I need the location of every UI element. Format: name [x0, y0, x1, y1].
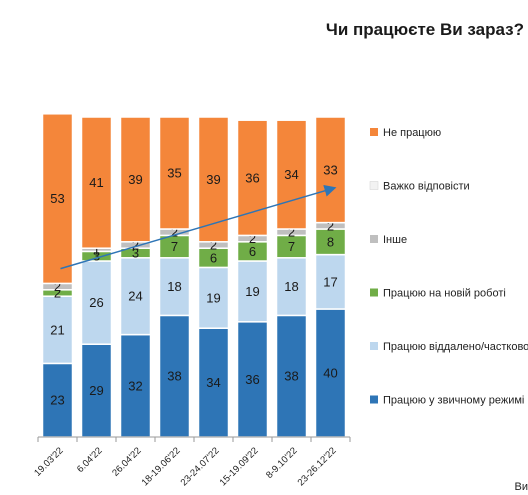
x-tick-label: 8-9.10'22 [264, 445, 300, 481]
data-label: 18 [284, 279, 298, 294]
legend-label: Інше [383, 234, 407, 246]
trend-arrow [60, 185, 337, 270]
data-label: 2 [249, 231, 256, 246]
data-label: 6 [210, 250, 217, 265]
data-label: 23 [50, 393, 64, 408]
bar-segment [275, 119, 308, 230]
bar-segment [275, 257, 308, 317]
chart-title: Чи працюєте Ви зараз? [325, 20, 524, 39]
bar-segment [119, 116, 152, 243]
legend-label: Працюю віддалено/частково [383, 341, 528, 353]
legend-swatch [370, 395, 378, 404]
data-label: 19 [206, 290, 220, 305]
data-label: 6 [249, 244, 256, 259]
data-label: 40 [323, 366, 337, 381]
x-tick-label: 19.03'22 [32, 445, 65, 478]
data-label: 18 [167, 279, 181, 294]
bar-segment [236, 260, 269, 323]
legend-label: Працюю на новій роботі [383, 288, 506, 300]
data-label: 21 [50, 322, 64, 337]
bar-segment [314, 116, 347, 224]
data-label: 1 [93, 242, 100, 257]
data-label: 2 [171, 225, 178, 240]
x-tick-label: 6.04'22 [75, 445, 105, 475]
legend-label: Важко відповісти [383, 181, 470, 193]
bar-segment [80, 260, 113, 345]
legend-swatch [370, 342, 378, 350]
data-label: 36 [245, 372, 259, 387]
data-label: 41 [89, 175, 103, 190]
data-label: 17 [323, 274, 337, 289]
bar-segment [197, 266, 230, 329]
bar-segment [41, 113, 74, 285]
data-label: 39 [128, 172, 142, 187]
legend-label: Не працюю [383, 127, 441, 139]
bar-segment [119, 257, 152, 336]
data-label: 38 [167, 369, 181, 384]
data-label: 2 [132, 238, 139, 253]
bar-segment [314, 253, 347, 310]
data-label: 53 [50, 191, 64, 206]
data-label: 26 [89, 295, 103, 310]
data-label: 3 [132, 246, 139, 261]
legend-swatch [370, 235, 378, 243]
data-label: 7 [171, 239, 178, 254]
bar-segment [158, 314, 191, 438]
bar-segment [80, 116, 113, 249]
x-tick-label: 26.04'22 [110, 445, 143, 478]
legend-swatch [370, 288, 378, 297]
bar-segment [158, 116, 191, 230]
footer-text: Ви [514, 481, 528, 493]
data-label: 7 [288, 239, 295, 254]
data-label: 2 [210, 238, 217, 253]
data-label: 38 [284, 369, 298, 384]
data-label: 39 [206, 172, 220, 187]
bar-segment [158, 257, 191, 317]
bar-segment [119, 333, 152, 438]
data-label: 2 [54, 286, 61, 301]
data-label: 19 [245, 284, 259, 299]
legend-label: Працюю у звичному режимі [383, 395, 524, 407]
legend-swatch [370, 128, 378, 136]
bar-segment [236, 321, 269, 438]
data-label: 29 [89, 383, 103, 398]
legend-swatch [369, 181, 379, 190]
bar-segment [236, 119, 269, 237]
data-label: 8 [327, 234, 334, 249]
x-tick-label: 23-24.07'22 [179, 445, 222, 488]
data-label: 2 [327, 218, 334, 233]
x-tick-label: 23-26.12'22 [296, 445, 339, 488]
data-label: 33 [323, 162, 337, 177]
x-tick-label: 15-19.09'22 [218, 445, 261, 488]
data-label: 34 [284, 167, 298, 182]
data-label: 3 [93, 249, 100, 264]
data-label: 2 [288, 225, 295, 240]
data-label: 36 [245, 170, 259, 185]
data-label: 24 [128, 289, 142, 304]
x-tick-label: 18-19.06'22 [140, 445, 183, 488]
data-label: 35 [167, 166, 181, 181]
data-label: 34 [206, 375, 220, 390]
data-label: 32 [128, 378, 142, 393]
data-label: 2 [54, 279, 61, 294]
